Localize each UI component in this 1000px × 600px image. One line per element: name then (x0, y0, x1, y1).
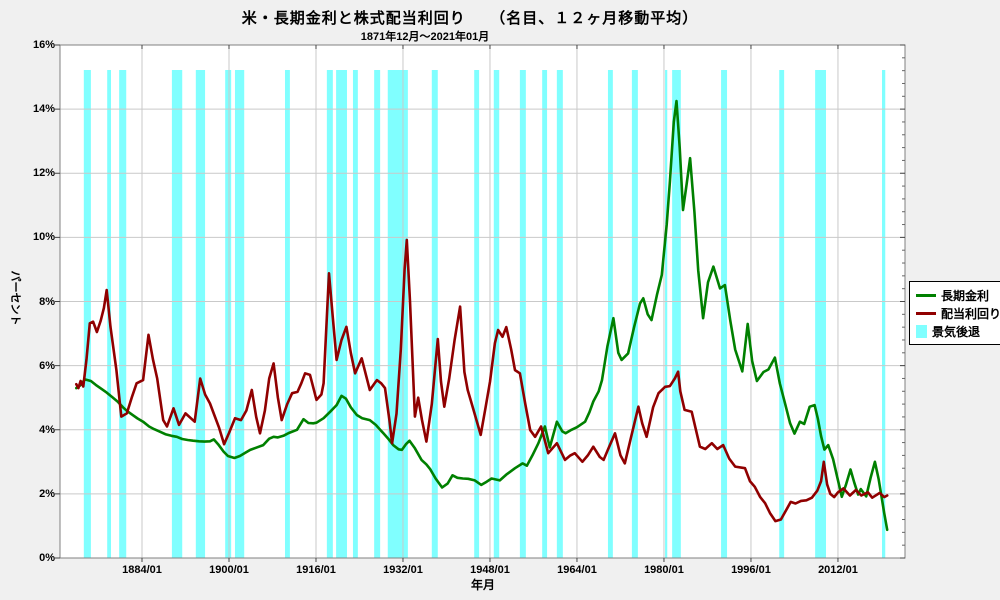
recession-band (493, 70, 500, 558)
recession-band (352, 70, 358, 558)
recession-band (195, 70, 206, 558)
x-tick-label: 1948/01 (470, 564, 510, 576)
legend-item-recession: 景気後退 (916, 322, 1000, 340)
recession-band (326, 70, 333, 558)
y-tick-label: 4% (39, 423, 55, 436)
y-tick-label: 8% (39, 295, 55, 308)
recession-band (171, 70, 183, 558)
legend-line-swatch-long-term-rate (916, 293, 936, 297)
recession-band (284, 70, 290, 558)
legend-item-dividend-yield: 配当利回り (916, 304, 1000, 322)
recession-band (83, 70, 91, 558)
y-tick-label: 6% (39, 359, 55, 372)
recession-band (779, 70, 785, 558)
recession-band (665, 70, 668, 558)
recession-band (672, 70, 681, 558)
y-tick-label: 14% (32, 103, 55, 116)
x-tick-label: 1964/01 (557, 564, 597, 576)
x-tick-label: 1884/01 (122, 564, 162, 576)
recession-band (336, 70, 347, 558)
recession-band (374, 70, 381, 558)
legend-line-swatch-dividend-yield (916, 311, 936, 315)
y-tick-label: 10% (32, 231, 55, 244)
x-axis-title: 年月 (470, 578, 495, 592)
recession-band (119, 70, 127, 558)
recession-band (519, 70, 526, 558)
series-line-long-term-rate (75, 99, 889, 532)
chart-title: 米・長期金利と株式配当利回り （名目、１２ヶ月移動平均） (241, 10, 699, 27)
x-tick-label: 1932/01 (383, 564, 423, 576)
y-tick-label: 12% (32, 167, 55, 180)
x-tick-label: 1980/01 (644, 564, 684, 576)
recession-band (607, 70, 613, 558)
chart-subtitle: 1871年12月～2021年01月 (360, 31, 490, 43)
recession-band (431, 70, 438, 558)
y-tick-label: 0% (39, 552, 55, 564)
x-tick-label: 2012/01 (818, 564, 858, 576)
series-line-dividend-yield (75, 238, 889, 523)
recession-band (721, 70, 728, 558)
y-tick-label: 2% (39, 487, 55, 500)
legend: 長期金利 配当利回り 景気後退 (909, 281, 1000, 345)
legend-box-swatch-recession (916, 324, 927, 338)
legend-item-long-term-rate: 長期金利 (916, 286, 1000, 304)
y-tick-label: 16% (32, 39, 55, 51)
legend-label-dividend-yield: 配当利回り (941, 306, 1000, 321)
recession-band (542, 70, 548, 558)
x-tick-label: 1900/01 (209, 564, 249, 576)
x-tick-label: 1996/01 (731, 564, 771, 576)
y-axis-title: パーセント (9, 270, 21, 326)
recession-band (815, 70, 826, 558)
recession-band (474, 70, 480, 558)
legend-label-recession: 景気後退 (932, 324, 981, 339)
x-tick-label: 1916/01 (296, 564, 336, 576)
legend-label-long-term-rate: 長期金利 (941, 288, 990, 303)
recession-band (387, 70, 408, 558)
recession-band (234, 70, 245, 558)
recession-band (631, 70, 638, 558)
recession-band (556, 70, 563, 558)
recession-band (225, 70, 232, 558)
recession-band (882, 70, 886, 558)
